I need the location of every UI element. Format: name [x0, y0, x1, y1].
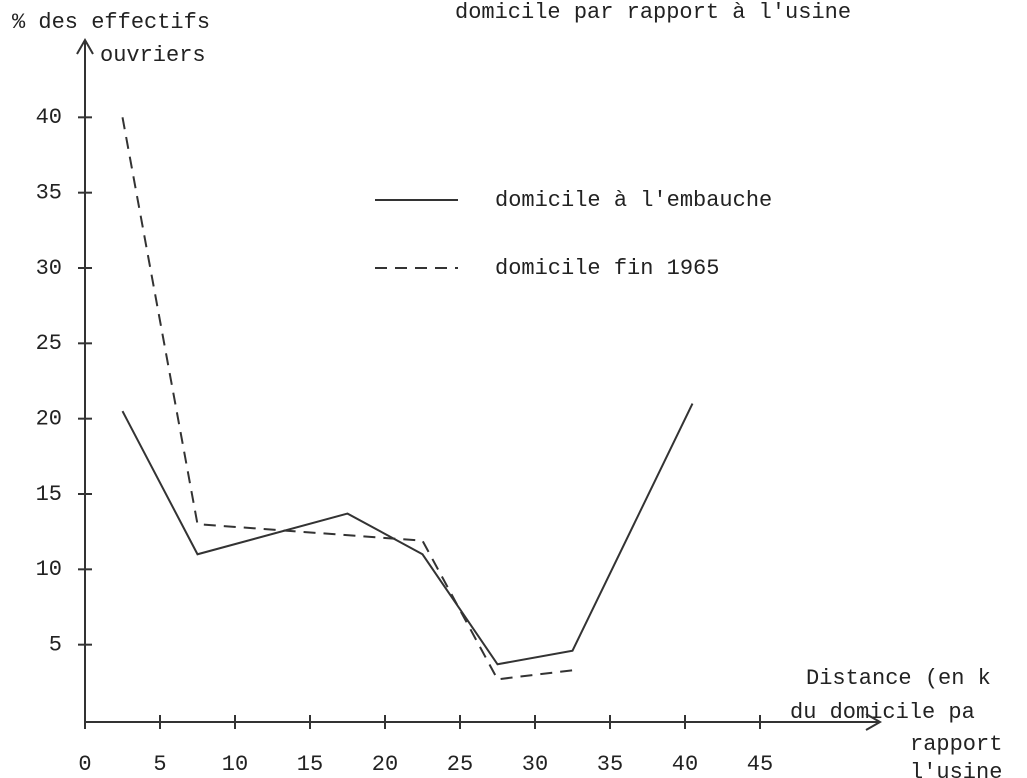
y-tick-label: 20 — [36, 406, 62, 431]
x-axis-label: du domicile pa — [790, 700, 975, 725]
x-axis-label: Distance (en k — [806, 666, 991, 691]
y-axis-arrow — [76, 37, 94, 55]
x-tick-label: 15 — [297, 752, 323, 777]
x-tick-label: 30 — [522, 752, 548, 777]
x-axis-arrow — [865, 713, 883, 731]
legend-label: domicile à l'embauche — [495, 188, 772, 213]
x-axis-label: l'usine — [910, 760, 1002, 778]
legend-label: domicile fin 1965 — [495, 256, 719, 281]
x-tick-label: 35 — [597, 752, 623, 777]
y-tick-label: 30 — [36, 256, 62, 281]
y-tick-label: 5 — [49, 632, 62, 657]
x-tick-label: 10 — [222, 752, 248, 777]
data-line — [121, 403, 694, 666]
x-tick-label: 0 — [78, 752, 91, 777]
y-axis-label: ouvriers — [100, 43, 206, 68]
y-tick-label: 25 — [36, 331, 62, 356]
chart-title: domicile par rapport à l'usine — [455, 0, 851, 25]
x-tick-label: 25 — [447, 752, 473, 777]
y-tick-label: 35 — [36, 180, 62, 205]
x-axis-label: rapport — [910, 732, 1002, 757]
y-tick-label: 10 — [36, 557, 62, 582]
x-tick-label: 40 — [672, 752, 698, 777]
y-tick-label: 15 — [36, 482, 62, 507]
data-line — [121, 117, 573, 681]
y-axis-label: % des effectifs — [12, 10, 210, 35]
y-tick-label: 40 — [36, 105, 62, 130]
x-tick-label: 5 — [153, 752, 166, 777]
x-tick-label: 45 — [747, 752, 773, 777]
x-tick-label: 20 — [372, 752, 398, 777]
